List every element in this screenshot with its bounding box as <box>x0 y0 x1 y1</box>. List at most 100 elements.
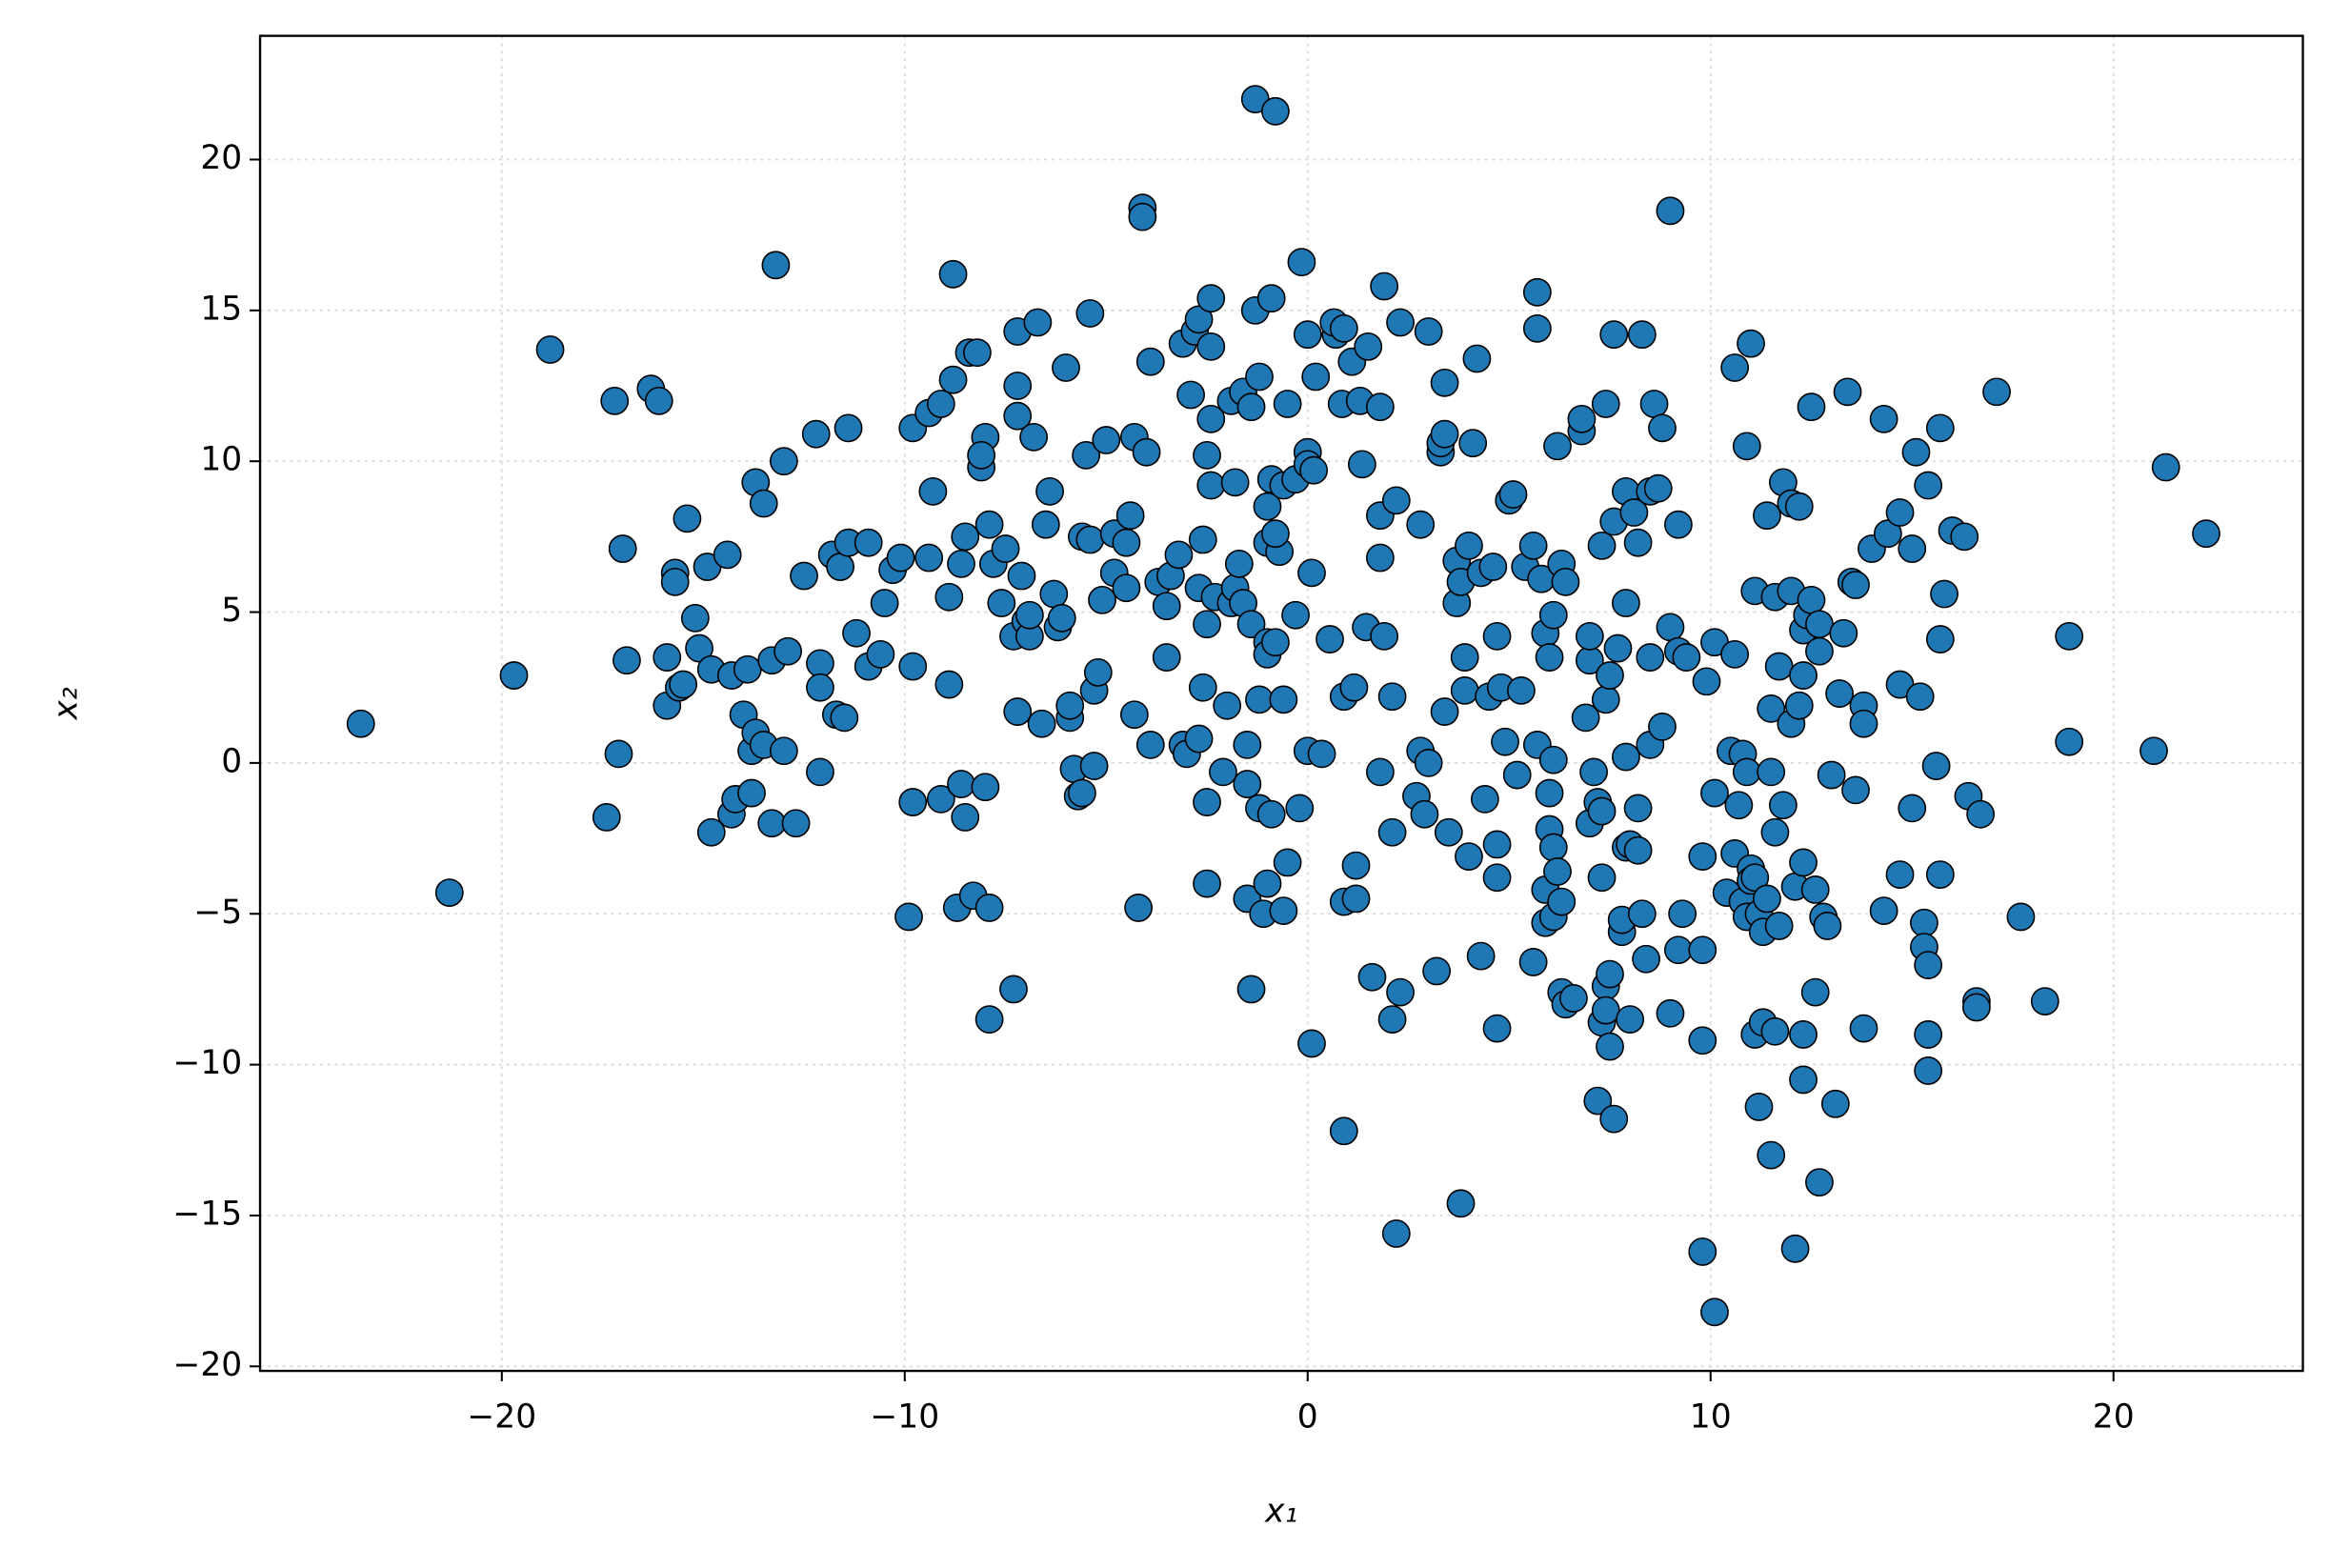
point <box>1287 248 1316 277</box>
point <box>1551 567 1580 596</box>
point <box>535 335 565 364</box>
point <box>866 639 895 669</box>
point <box>1672 643 1701 672</box>
point <box>1841 775 1870 805</box>
point <box>834 413 863 443</box>
point <box>1599 320 1629 350</box>
point <box>1538 745 1568 774</box>
point <box>1901 437 1931 467</box>
point <box>914 543 944 573</box>
point <box>1414 317 1443 346</box>
point <box>1930 579 1958 609</box>
point <box>680 603 710 633</box>
point <box>1914 951 1943 979</box>
point <box>781 809 811 838</box>
point <box>737 778 766 808</box>
point <box>1664 510 1693 539</box>
point <box>1450 643 1479 672</box>
point <box>1410 799 1439 829</box>
point <box>1007 561 1036 591</box>
point <box>1789 1020 1818 1049</box>
point <box>1224 549 1254 578</box>
point <box>1083 657 1113 687</box>
point <box>1744 1093 1774 1121</box>
point <box>1800 875 1830 904</box>
point <box>1603 633 1633 663</box>
point <box>1377 1005 1407 1034</box>
point <box>1732 432 1761 461</box>
point <box>592 803 621 832</box>
y-axis-label: x₂ <box>47 687 85 720</box>
point <box>1269 896 1298 925</box>
point <box>974 510 1004 539</box>
point <box>1466 941 1496 971</box>
point <box>999 975 1028 1004</box>
point <box>1152 592 1181 621</box>
point <box>1547 887 1577 916</box>
point <box>1370 621 1399 651</box>
point <box>1724 791 1754 820</box>
point <box>1176 380 1205 410</box>
point <box>1188 673 1217 702</box>
point <box>1700 778 1729 808</box>
point <box>1293 320 1322 350</box>
point <box>499 661 529 690</box>
point <box>1873 519 1902 549</box>
y-tick-label: 20 <box>200 139 242 177</box>
point <box>1209 757 1237 787</box>
point <box>770 447 798 476</box>
point <box>1921 752 1951 780</box>
ticks: −20 −10 0 10 20 −20 −15 −10 −5 0 5 10 15 20 <box>172 139 2134 1437</box>
point <box>1833 377 1862 407</box>
point <box>1377 817 1407 847</box>
point <box>1914 471 1943 500</box>
point <box>1591 685 1620 714</box>
point <box>1245 685 1274 714</box>
point <box>1478 553 1508 581</box>
point <box>1567 404 1597 433</box>
point <box>1119 700 1149 730</box>
point <box>1753 501 1781 531</box>
point <box>1003 401 1033 431</box>
point <box>2192 519 2220 549</box>
point <box>613 646 641 675</box>
point <box>1164 540 1194 570</box>
point <box>604 739 633 769</box>
point <box>773 636 803 666</box>
point <box>1458 429 1488 458</box>
point <box>894 902 923 932</box>
point <box>1623 528 1653 557</box>
point <box>713 540 742 570</box>
point <box>1914 1056 1943 1085</box>
point <box>1068 778 1096 808</box>
x-tick-label: −10 <box>870 1398 939 1437</box>
point <box>1688 1026 1717 1055</box>
point <box>1829 618 1858 648</box>
point <box>1639 390 1669 418</box>
point <box>1003 697 1033 726</box>
point <box>1627 899 1657 929</box>
point <box>1079 752 1109 780</box>
point <box>1482 830 1512 859</box>
point <box>1261 628 1290 657</box>
point <box>1193 788 1221 816</box>
point <box>1035 476 1064 506</box>
point <box>1757 694 1786 723</box>
point <box>2030 987 2059 1015</box>
point <box>1023 308 1053 337</box>
point <box>600 386 630 415</box>
point <box>1898 794 1927 823</box>
point <box>1261 519 1290 549</box>
point <box>1579 757 1608 787</box>
point <box>1307 739 1336 769</box>
point <box>1518 531 1548 560</box>
point <box>1656 196 1685 226</box>
point <box>1430 419 1459 449</box>
point <box>1789 1065 1818 1095</box>
point <box>1587 531 1617 560</box>
point <box>733 654 762 684</box>
point <box>1925 860 1955 889</box>
y-tick-label: −5 <box>193 894 242 932</box>
point <box>1656 998 1685 1028</box>
